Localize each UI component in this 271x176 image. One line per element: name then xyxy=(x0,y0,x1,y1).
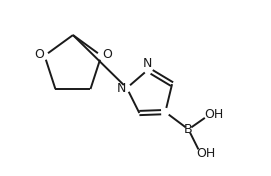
Text: OH: OH xyxy=(204,108,223,121)
Text: N: N xyxy=(142,57,152,70)
Text: N: N xyxy=(117,82,126,95)
Text: O: O xyxy=(34,48,44,61)
Text: O: O xyxy=(102,48,112,61)
Text: OH: OH xyxy=(196,147,215,160)
Text: B: B xyxy=(184,123,193,136)
